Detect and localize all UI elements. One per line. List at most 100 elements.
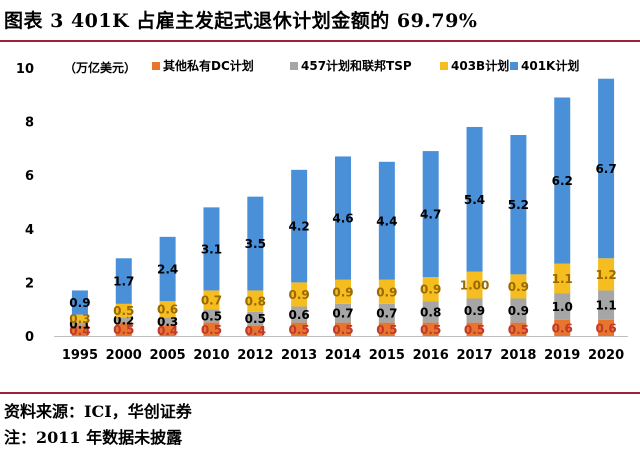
bar-segment (71, 314, 88, 323)
legend-swatch (152, 62, 160, 70)
data-label: 0.8 (245, 295, 266, 309)
source-note: 资料来源：ICI，华创证券 (4, 402, 192, 421)
x-tick-label: 2000 (106, 348, 142, 363)
data-label: 1.1 (552, 272, 573, 286)
data-label: 3.1 (201, 242, 222, 256)
bar-segment (466, 126, 483, 272)
data-label: 3.5 (245, 237, 266, 251)
x-tick-label: 2013 (281, 348, 317, 363)
y-axis: 0 2 4 6 8 10 (16, 62, 34, 345)
bar-segment (159, 236, 176, 302)
bar-segment (510, 274, 527, 299)
x-axis: 1995 2000 2005 2010 2012 2013 2014 2015 2016 2017… (54, 336, 628, 363)
bar-segment (466, 298, 483, 323)
legend-label: 403B计划 (451, 58, 509, 73)
bar-segment (159, 325, 176, 336)
bar-segment (203, 309, 220, 323)
x-tick-label: 2016 (413, 348, 449, 363)
data-note: 注：2011 年数据未披露 (4, 428, 183, 447)
x-tick-label: 2018 (500, 348, 536, 363)
bar-segment (598, 319, 615, 336)
data-label: 0.5 (201, 323, 222, 337)
data-label: 0.4 (69, 324, 90, 338)
bar-segment (422, 277, 439, 302)
y-tick-label: 6 (25, 169, 34, 184)
bar-segment (203, 207, 220, 291)
legend-swatch (510, 62, 518, 70)
bar-segment (71, 322, 88, 326)
data-label: 0.6 (289, 308, 310, 322)
data-label: 1.0 (552, 300, 573, 314)
bar-segment (71, 290, 88, 315)
data-label: 6.2 (552, 174, 573, 188)
data-label: 4.7 (420, 208, 441, 222)
data-label: 0.5 (332, 323, 353, 337)
title-divider (0, 40, 640, 42)
legend-label: 401K计划 (521, 58, 579, 73)
bar-segment (247, 196, 264, 291)
bar-segment (203, 290, 220, 310)
bar-segment (115, 322, 132, 336)
x-tick-label: 2010 (193, 348, 229, 363)
data-label: 0.9 (332, 285, 353, 299)
bar-segment (598, 290, 615, 320)
data-label: 0.9 (508, 304, 529, 318)
bar-segment (291, 282, 308, 307)
bar-segment (291, 169, 308, 283)
data-label: 0.5 (245, 312, 266, 326)
data-label: 0.7 (332, 307, 353, 321)
data-label: 0.9 (376, 285, 397, 299)
bar-segment (422, 301, 439, 323)
legend-swatch (290, 62, 298, 70)
bar-segment (466, 322, 483, 336)
y-axis-unit-label: （万亿美元） (64, 60, 136, 75)
data-label: 0.9 (508, 280, 529, 294)
bar-segment (378, 322, 395, 336)
data-label: 0.8 (420, 305, 441, 319)
data-label: 1.2 (595, 268, 616, 282)
x-tick-label: 2005 (150, 348, 186, 363)
data-label: 0.6 (157, 303, 178, 317)
bar-segment (115, 317, 132, 323)
data-label: 0.9 (464, 304, 485, 318)
bar-segment (291, 322, 308, 336)
data-label: 0.9 (289, 288, 310, 302)
bar-segment (159, 317, 176, 326)
bar-segment (247, 290, 264, 312)
data-label: 0.6 (595, 321, 616, 335)
legend: 其他私有DC计划 457计划和联邦TSP 403B计划 401K计划 (152, 58, 579, 73)
bar-segment (510, 135, 527, 275)
x-tick-label: 2017 (456, 348, 492, 363)
bar-segment (466, 271, 483, 299)
bar-segment (247, 311, 264, 326)
data-label: 1.1 (595, 299, 616, 313)
data-label: 0.4 (157, 324, 178, 338)
y-tick-label: 8 (25, 116, 34, 131)
data-label: 5.4 (464, 193, 485, 207)
data-label: 0.7 (376, 307, 397, 321)
x-tick-label: 2019 (544, 348, 580, 363)
bar-segment (115, 303, 132, 318)
x-tick-label: 1995 (62, 348, 98, 363)
bar-segment (422, 151, 439, 278)
bar-segment (291, 306, 308, 323)
bar-segment (115, 258, 132, 304)
y-tick-label: 10 (16, 62, 34, 77)
data-label: 4.4 (376, 214, 397, 228)
data-label: 1.00 (460, 279, 490, 293)
bar-segment (335, 303, 351, 323)
x-tick-label: 2015 (369, 348, 405, 363)
legend-swatch (440, 62, 448, 70)
x-tick-label: 2012 (237, 348, 273, 363)
bar-segment (510, 298, 527, 323)
bar-segment (510, 322, 527, 336)
bar-segment (554, 319, 571, 336)
data-label: 4.6 (332, 212, 353, 226)
chart-title: 图表 3 401K 占雇主发起式退休计划金额的 69.79% (4, 10, 478, 32)
bar-segment (554, 97, 571, 264)
bar-segment (598, 258, 615, 291)
y-tick-label: 0 (25, 330, 34, 345)
data-label: 0.6 (552, 321, 573, 335)
bar-segment (159, 301, 176, 318)
data-label: 0.7 (201, 293, 222, 307)
